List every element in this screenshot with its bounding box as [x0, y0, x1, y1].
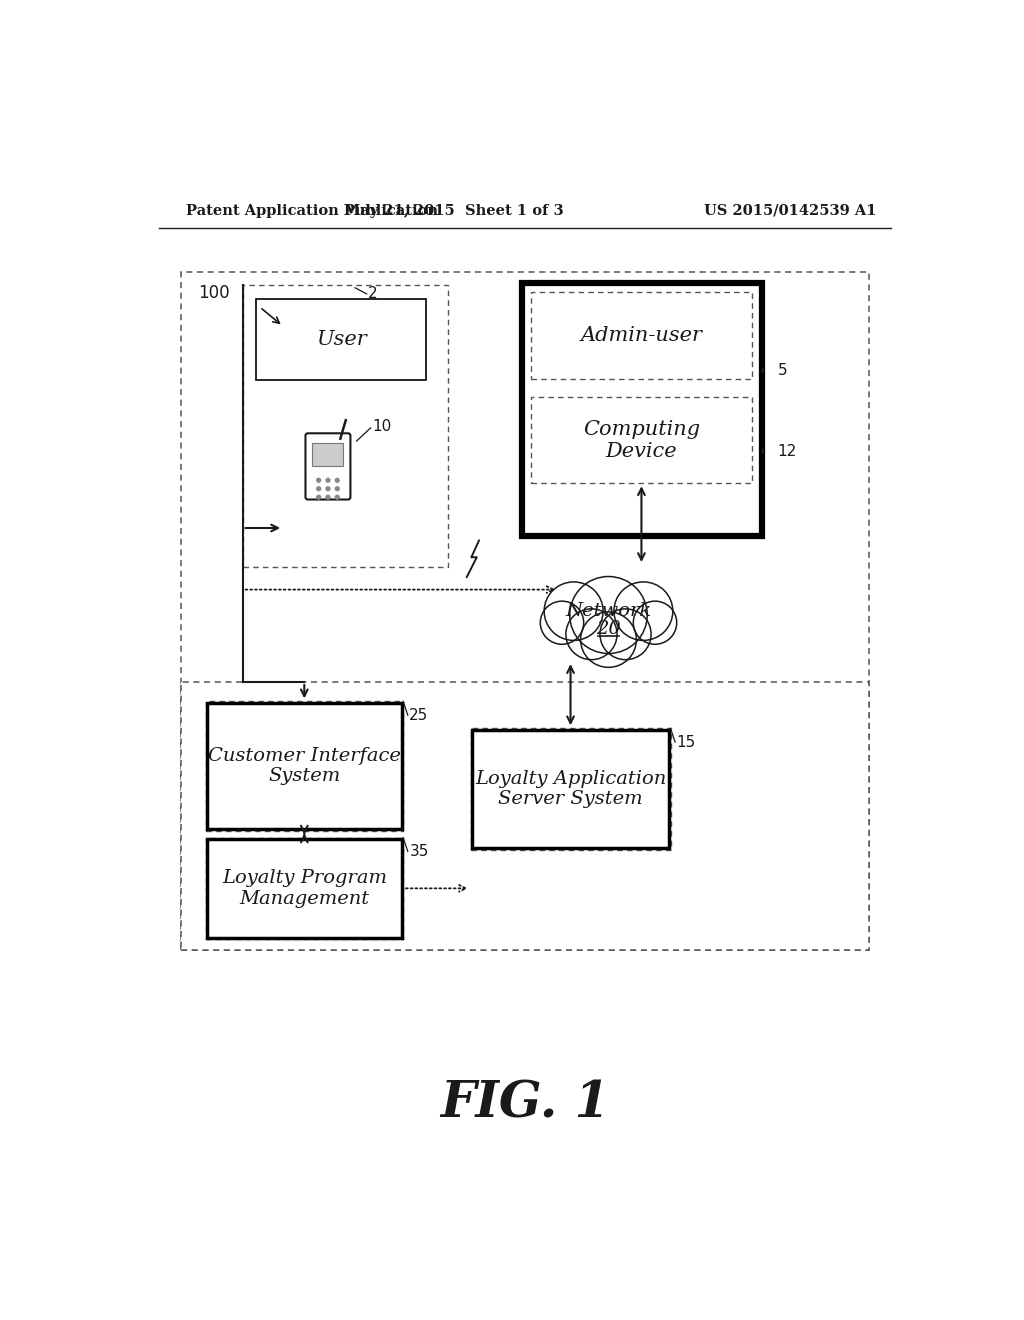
Circle shape — [569, 577, 647, 653]
Circle shape — [566, 609, 617, 660]
Text: 10: 10 — [372, 418, 391, 434]
Bar — [256, 300, 426, 380]
Text: 35: 35 — [410, 843, 429, 859]
Bar — [243, 285, 449, 566]
Circle shape — [600, 609, 651, 660]
Bar — [312, 444, 343, 466]
Text: 2: 2 — [369, 285, 378, 301]
Circle shape — [316, 495, 321, 499]
Circle shape — [335, 478, 339, 482]
Circle shape — [326, 495, 330, 499]
Text: 5: 5 — [777, 363, 787, 378]
Text: Loyalty Program
Management: Loyalty Program Management — [222, 869, 387, 908]
Circle shape — [544, 582, 603, 640]
Bar — [207, 702, 401, 829]
Bar — [531, 293, 752, 379]
Bar — [472, 730, 669, 849]
Bar — [206, 701, 403, 830]
Text: Patent Application Publication: Patent Application Publication — [186, 203, 438, 218]
Text: 25: 25 — [410, 708, 429, 722]
Text: Admin-user: Admin-user — [581, 326, 702, 345]
Text: User: User — [315, 330, 367, 350]
Circle shape — [614, 582, 673, 640]
Bar — [471, 729, 671, 850]
Text: 20: 20 — [596, 620, 621, 638]
Text: 15: 15 — [677, 734, 696, 750]
FancyBboxPatch shape — [305, 433, 350, 499]
Bar — [207, 840, 401, 937]
Text: Customer Interface
System: Customer Interface System — [208, 747, 400, 785]
Circle shape — [316, 487, 321, 491]
Circle shape — [581, 612, 636, 668]
Text: US 2015/0142539 A1: US 2015/0142539 A1 — [705, 203, 877, 218]
Circle shape — [326, 487, 330, 491]
Bar — [521, 284, 762, 536]
Circle shape — [335, 487, 339, 491]
Bar — [180, 272, 869, 950]
Circle shape — [633, 601, 677, 644]
Circle shape — [335, 495, 339, 499]
Bar — [531, 397, 752, 483]
Text: FIG. 1: FIG. 1 — [440, 1080, 609, 1129]
Text: Computing
Device: Computing Device — [583, 420, 700, 461]
Text: 100: 100 — [198, 284, 229, 302]
Text: 12: 12 — [777, 444, 797, 458]
Circle shape — [541, 601, 584, 644]
Bar — [206, 838, 403, 940]
Circle shape — [316, 478, 321, 482]
Text: Loyalty Application
Server System: Loyalty Application Server System — [475, 770, 667, 808]
Text: Network: Network — [565, 602, 651, 620]
Text: May 21, 2015  Sheet 1 of 3: May 21, 2015 Sheet 1 of 3 — [344, 203, 563, 218]
Circle shape — [326, 478, 330, 482]
Bar — [180, 682, 869, 950]
